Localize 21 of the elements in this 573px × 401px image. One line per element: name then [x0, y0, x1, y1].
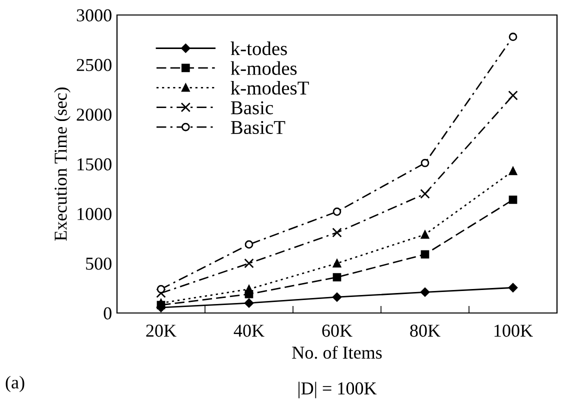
- x-tick-label: 80K: [410, 324, 440, 337]
- text: (a): [6, 376, 24, 392]
- x-tick-label: 40K: [234, 324, 264, 337]
- legend-label: k-modesT: [230, 80, 309, 95]
- x-tick-label: 100K: [494, 324, 533, 337]
- x-tick-label: 60K: [322, 324, 352, 337]
- legend-label: BasicT: [230, 120, 286, 134]
- y-tick-label: 1000: [78, 208, 112, 220]
- legend-label: k-modes: [230, 61, 297, 75]
- y-tick-label: 2000: [76, 108, 112, 121]
- text: |D| = 100K: [298, 382, 377, 398]
- y-tick-label: 1500: [78, 158, 112, 170]
- y-tick-label: 3000: [76, 9, 112, 22]
- y-axis-title: Execution Time (sec): [54, 88, 70, 241]
- y-tick-label: 500: [86, 258, 112, 270]
- x-axis-title: No. of Items: [292, 346, 382, 359]
- x-tick-label: 20K: [146, 324, 176, 337]
- y-tick-label: 0: [104, 307, 112, 320]
- legend-label: k-todes: [230, 42, 287, 56]
- y-tick-label: 2500: [76, 58, 112, 72]
- legend-label: Basic: [230, 101, 273, 114]
